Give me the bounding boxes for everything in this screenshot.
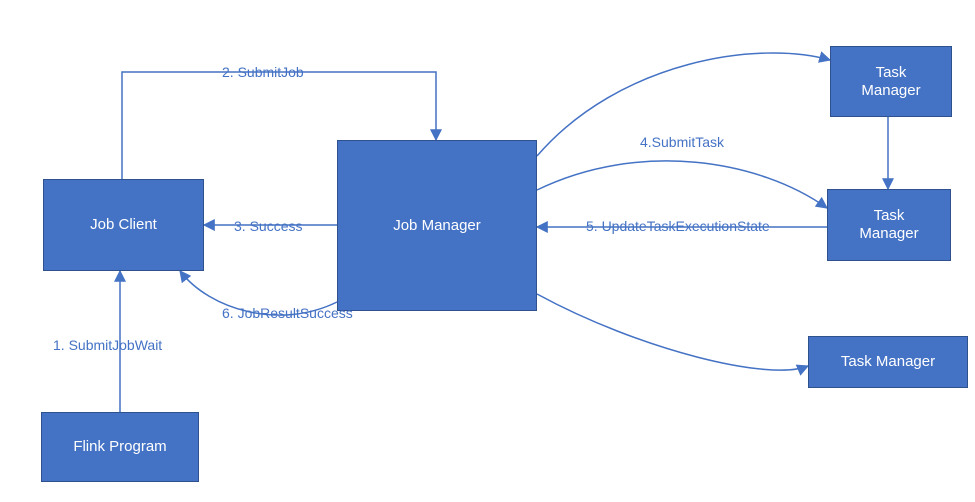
edge-label-e6: 6. JobResultSuccess [222, 305, 353, 321]
edge-label-e1: 1. SubmitJobWait [53, 337, 162, 353]
edge-label-e4b: 4.SubmitTask [640, 134, 724, 150]
edge-e4b [537, 161, 827, 208]
node-label: Task Manager [841, 353, 935, 371]
edge-e4c [537, 294, 808, 370]
node-label: TaskManager [859, 207, 918, 243]
node-label: Job Client [90, 216, 157, 234]
node-task-mgr-3: Task Manager [808, 336, 968, 388]
node-label: TaskManager [861, 64, 920, 100]
edge-label-e3: 3. Success [234, 218, 302, 234]
edge-label-e2: 2. SubmitJob [222, 64, 304, 80]
node-flink-program: Flink Program [41, 412, 199, 482]
node-task-mgr-2: TaskManager [827, 189, 951, 261]
node-label: Job Manager [393, 217, 481, 235]
diagram-canvas: { "type": "flowchart", "canvas": { "widt… [0, 0, 975, 502]
edge-label-e5: 5. UpdateTaskExecutionState [586, 218, 770, 234]
node-label: Flink Program [73, 438, 166, 456]
node-job-client: Job Client [43, 179, 204, 271]
node-task-mgr-1: TaskManager [830, 46, 952, 117]
node-job-manager: Job Manager [337, 140, 537, 311]
